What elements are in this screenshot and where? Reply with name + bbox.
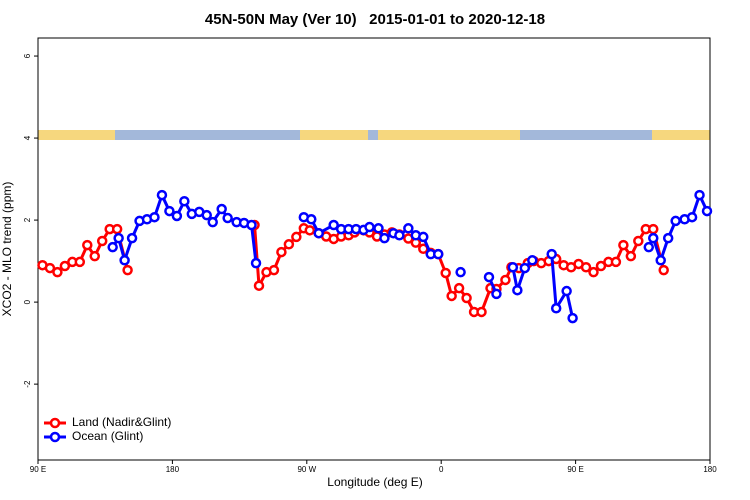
data-point: [313, 227, 324, 239]
data-point: [618, 239, 629, 251]
data-point: [111, 223, 123, 235]
data-point: [686, 211, 698, 223]
data-point: [328, 219, 339, 231]
data-point: [694, 189, 705, 201]
x-tick-label: 0: [439, 465, 444, 474]
data-point: [216, 203, 227, 215]
x-tick-label: 180: [703, 465, 717, 474]
data-point: [113, 232, 124, 244]
data-point: [44, 262, 56, 274]
legend-label: Land (Nadir&Glint): [72, 415, 171, 429]
data-point: [59, 260, 71, 272]
data-point: [625, 250, 637, 262]
y-tick-label: 2: [23, 217, 32, 222]
data-point: [461, 292, 472, 304]
data-point: [588, 266, 599, 278]
plot-frame: [37, 37, 711, 461]
legend-marker: [49, 417, 61, 429]
data-point: [455, 266, 466, 278]
x-tick-label: 180: [166, 465, 180, 474]
data-point: [304, 225, 316, 236]
data-point: [156, 189, 168, 201]
data-point: [373, 223, 384, 234]
map-strip: [38, 130, 710, 140]
data-point: [633, 235, 644, 247]
data-point: [364, 221, 375, 233]
data-point: [379, 232, 390, 244]
chart-title: 45N-50N May (Ver 10) 2015-01-01 to 2020-…: [205, 11, 545, 28]
data-point: [446, 290, 457, 302]
x-tick-label: 90 W: [297, 465, 316, 474]
data-point: [253, 280, 265, 291]
data-point: [440, 267, 451, 279]
data-point: [291, 231, 302, 243]
data-point: [491, 288, 502, 300]
data-point: [394, 230, 405, 241]
data-point: [658, 264, 669, 276]
y-tick-label: 0: [23, 299, 32, 304]
x-tick-label: 90 E: [567, 465, 583, 474]
y-axis-label: XCO2 - MLO trend (ppm): [0, 182, 14, 317]
data-point: [164, 205, 175, 217]
data-point: [670, 215, 681, 227]
data-point: [268, 264, 280, 276]
data-point: [561, 285, 572, 297]
data-point: [403, 223, 414, 234]
data-point: [546, 248, 557, 260]
data-point: [580, 261, 592, 273]
legend-marker: [49, 431, 61, 443]
data-point: [276, 246, 287, 258]
data-point: [201, 209, 212, 221]
data-point: [418, 231, 429, 243]
x-axis-label: Longitude (deg E): [327, 475, 422, 489]
y-tick-label: 6: [23, 53, 32, 58]
data-point: [82, 239, 93, 251]
data-point: [250, 257, 262, 269]
data-point: [246, 219, 257, 231]
data-point: [149, 211, 160, 223]
data-point: [655, 255, 666, 266]
data-point: [476, 306, 487, 318]
data-point: [643, 241, 655, 253]
legend: Land (Nadir&Glint)Ocean (Glint): [44, 415, 171, 443]
data-point: [550, 303, 562, 314]
data-point: [207, 216, 218, 228]
data-point: [500, 274, 511, 286]
data-point: [701, 205, 713, 217]
data-point: [119, 255, 130, 266]
data-point: [74, 256, 86, 268]
data-point: [283, 239, 295, 250]
data-point: [126, 232, 138, 244]
data-point: [122, 264, 133, 276]
data-point: [507, 261, 519, 273]
data-point: [171, 210, 183, 222]
data-point: [179, 195, 190, 207]
data-point: [483, 271, 495, 283]
data-point: [610, 256, 622, 268]
data-point: [595, 260, 607, 272]
data-point: [96, 235, 108, 247]
data-point: [567, 312, 578, 324]
data-point: [432, 248, 444, 260]
y-tick-label: 4: [23, 135, 32, 140]
legend-label: Ocean (Glint): [72, 429, 143, 443]
x-tick-label: 90 E: [30, 465, 46, 474]
y-tick-label: -2: [23, 380, 32, 388]
data-point: [662, 232, 674, 244]
data-point: [527, 255, 538, 266]
data-point: [107, 241, 118, 253]
data-point: [453, 282, 465, 294]
data-point: [512, 284, 523, 296]
data-point: [519, 262, 531, 274]
data-point: [52, 266, 63, 278]
data-point: [648, 232, 659, 244]
data-point: [306, 214, 317, 225]
data-point: [222, 212, 233, 224]
data-point: [89, 250, 100, 262]
data-point: [648, 223, 659, 235]
